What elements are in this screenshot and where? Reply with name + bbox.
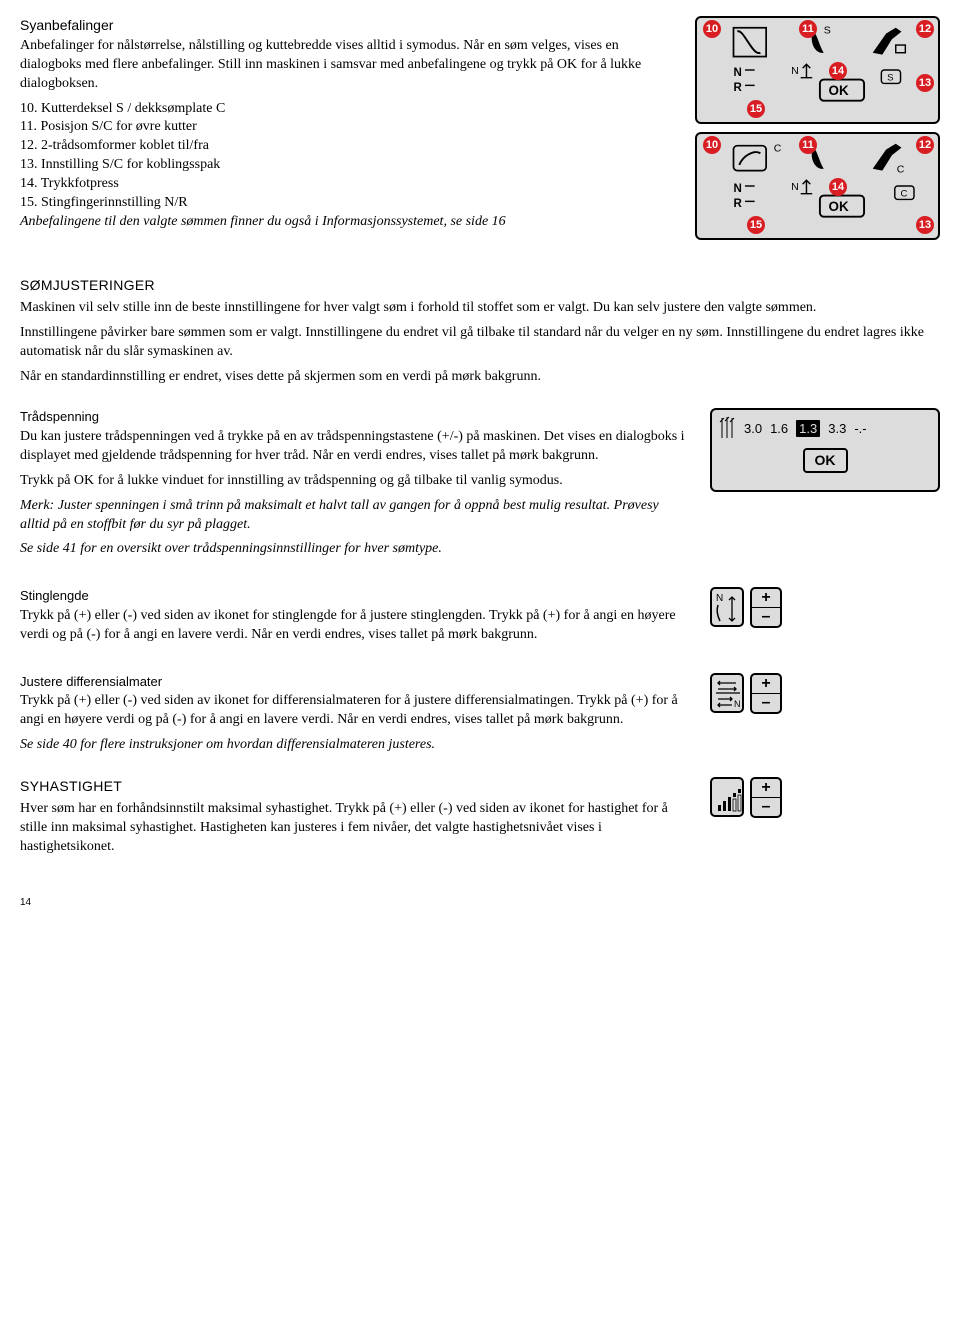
svg-text:C: C <box>774 142 782 154</box>
note-differensialmater: Se side 40 for flere instruksjoner om hv… <box>20 736 686 755</box>
section-stinglengde: Stinglengde Trykk på (+) eller (-) ved s… <box>20 587 940 650</box>
tension-val-4: 3.3 <box>828 420 846 438</box>
differential-feed-icon: N <box>710 673 744 713</box>
differential-plusminus[interactable]: + – <box>750 673 782 714</box>
svg-text:C: C <box>897 164 905 176</box>
heading-syanbefalinger: Syanbefalinger <box>20 16 675 35</box>
badge-10b: 10 <box>703 136 721 154</box>
para-syhastighet: Hver søm har en forhåndsinnstilt maksima… <box>20 800 686 857</box>
section-differensialmater: Justere differensialmater Trykk på (+) e… <box>20 673 940 761</box>
heading-syhastighet: SYHASTIGHET <box>20 777 686 796</box>
svg-text:N: N <box>734 67 742 79</box>
list-item-12: 12. 2-trådsomformer koblet til/fra <box>20 137 675 156</box>
minus-button[interactable]: – <box>752 694 780 712</box>
section-syhastighet: SYHASTIGHET Hver søm har en forhåndsinns… <box>20 777 940 863</box>
heading-stinglengde: Stinglengde <box>20 587 686 605</box>
badge-15b: 15 <box>747 216 765 234</box>
badge-11b: 11 <box>799 136 817 154</box>
para-somjust-3: Når en standardinnstilling er endret, vi… <box>20 368 940 387</box>
page-number: 14 <box>20 896 940 910</box>
svg-text:N: N <box>734 183 742 195</box>
note-anbefalingene: Anbefalingene til den valgte sømmen finn… <box>20 213 675 232</box>
lcd-panel-2: 10 11 12 13 14 15 C C N R <box>695 132 940 240</box>
minus-button[interactable]: – <box>752 798 780 816</box>
heading-somjusteringer: SØMJUSTERINGER <box>20 276 940 295</box>
badge-14b: 14 <box>829 178 847 196</box>
badge-13b: 13 <box>916 216 934 234</box>
tension-val-5: -.- <box>854 420 866 438</box>
para-somjust-1: Maskinen vil selv stille inn de beste in… <box>20 299 940 318</box>
badge-13: 13 <box>916 74 934 92</box>
svg-text:R: R <box>734 82 743 94</box>
tension-val-3: 1.3 <box>796 420 820 438</box>
plus-button[interactable]: + <box>752 779 780 798</box>
para-tradspenning-2: Trykk på OK for å lukke vinduet for inns… <box>20 472 686 491</box>
heading-differensialmater: Justere differensialmater <box>20 673 686 691</box>
tension-panel: 3.0 1.6 1.3 3.3 -.- OK <box>710 408 940 492</box>
plus-button[interactable]: + <box>752 675 780 694</box>
para-differensialmater: Trykk på (+) eller (-) ved siden av ikon… <box>20 692 686 730</box>
note-tradspenning-1: Merk: Juster spenningen i små trinn på m… <box>20 497 686 535</box>
svg-text:R: R <box>734 198 743 210</box>
needle-icon <box>718 416 736 440</box>
list-item-15: 15. Stingfingerinnstilling N/R <box>20 194 675 213</box>
badge-10: 10 <box>703 20 721 38</box>
para-somjust-2: Innstillingene påvirker bare sømmen som … <box>20 324 940 362</box>
svg-text:S: S <box>824 25 831 37</box>
stitch-length-plusminus[interactable]: + – <box>750 587 782 628</box>
lcd-svg-1: S N R N OK <box>701 22 934 118</box>
ok-button[interactable]: OK <box>803 448 848 473</box>
svg-text:OK: OK <box>829 199 849 214</box>
stitch-length-icon: N <box>710 587 744 627</box>
svg-text:S: S <box>887 73 893 84</box>
badge-15: 15 <box>747 100 765 118</box>
syanbefalinger-text-block: Syanbefalinger Anbefalinger for nålstørr… <box>20 16 675 238</box>
svg-text:C: C <box>901 189 908 200</box>
heading-tradspenning: Trådspenning <box>20 408 686 426</box>
list-item-10: 10. Kutterdeksel S / dekksømplate C <box>20 100 675 119</box>
note-tradspenning-2: Se side 41 for en oversikt over trådspen… <box>20 540 686 559</box>
list-item-13: 13. Innstilling S/C for koblingsspak <box>20 156 675 175</box>
tension-val-1: 3.0 <box>744 420 762 438</box>
list-item-11: 11. Posisjon S/C for øvre kutter <box>20 118 675 137</box>
minus-button[interactable]: – <box>752 608 780 626</box>
tension-val-2: 1.6 <box>770 420 788 438</box>
badge-12b: 12 <box>916 136 934 154</box>
list-item-14: 14. Trykkfotpress <box>20 175 675 194</box>
section-somjusteringer: SØMJUSTERINGER Maskinen vil selv stille … <box>20 276 940 386</box>
svg-text:N: N <box>791 181 799 193</box>
badge-11: 11 <box>799 20 817 38</box>
speed-plusminus[interactable]: + – <box>750 777 782 818</box>
badge-14: 14 <box>829 62 847 80</box>
para-tradspenning-1: Du kan justere trådspenningen ved å tryk… <box>20 428 686 466</box>
lcd-svg-2: C C N R N OK <box>701 138 934 234</box>
svg-text:N: N <box>791 65 799 77</box>
svg-text:N: N <box>716 593 723 604</box>
svg-text:OK: OK <box>829 83 849 98</box>
badge-12: 12 <box>916 20 934 38</box>
svg-text:N: N <box>734 699 741 709</box>
lcd-panel-1: 10 11 12 13 14 15 S <box>695 16 940 124</box>
para-stinglengde: Trykk på (+) eller (-) ved siden av ikon… <box>20 607 686 645</box>
plus-button[interactable]: + <box>752 589 780 608</box>
para-syanbefalinger: Anbefalinger for nålstørrelse, nålstilli… <box>20 37 675 94</box>
speed-icon <box>710 777 744 817</box>
section-tradspenning: Trådspenning Du kan justere trådspenning… <box>20 408 940 565</box>
